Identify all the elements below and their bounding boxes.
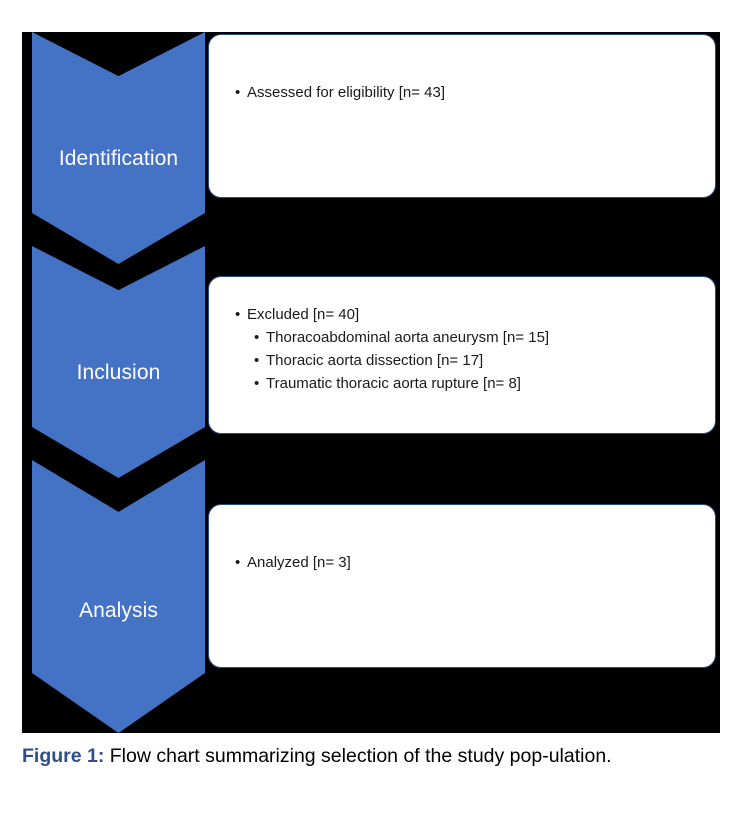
stage-label: Inclusion: [76, 361, 161, 385]
bullet-icon: •: [254, 375, 260, 392]
stage-row: Identification • Assessed for eligibility…: [22, 32, 720, 264]
list-item: • Excluded [n= 40]: [209, 303, 715, 326]
stage-label: Analysis: [79, 598, 158, 622]
stage-card-identification: • Assessed for eligibility [n= 43]: [208, 34, 716, 198]
list-item: • Thoracoabdominal aorta aneurysm [n= 15]: [209, 326, 715, 349]
list-item-text: Analyzed [n= 3]: [247, 554, 351, 571]
bullet-list: • Excluded [n= 40] • Thoracoabdominal aort…: [209, 277, 715, 395]
figure-area: Identification • Assessed for eligibility…: [22, 32, 720, 733]
bullet-icon: •: [254, 352, 260, 369]
stage-row: Analysis • Analyzed [n= 3]: [22, 460, 720, 733]
list-item: • Thoracic aorta dissection [n= 17]: [209, 349, 715, 372]
list-item-text: Thoracic aorta dissection [n= 17]: [266, 352, 484, 369]
figure-caption-text: Flow chart summarizing selection of the …: [104, 745, 612, 767]
list-item-text: Traumatic thoracic aorta rupture [n= 8]: [266, 375, 521, 392]
stage-chevron-inclusion: Inclusion: [32, 246, 205, 478]
bullet-list: • Analyzed [n= 3]: [209, 505, 715, 574]
figure-caption: Figure 1: Flow chart summarizing selecti…: [22, 742, 722, 771]
stage-label: Identification: [58, 147, 179, 171]
stage-card-inclusion: • Excluded [n= 40] • Thoracoabdominal aort…: [208, 276, 716, 434]
bullet-icon: •: [235, 306, 241, 323]
stage-chevron-analysis: Analysis: [32, 460, 205, 733]
figure-caption-label: Figure 1:: [22, 745, 105, 767]
bullet-icon: •: [254, 329, 260, 346]
list-item-text: Assessed for eligibility [n= 43]: [247, 84, 446, 101]
list-item: • Analyzed [n= 3]: [209, 551, 715, 574]
stage-chevron-identification: Identification: [32, 32, 205, 264]
list-item: • Traumatic thoracic aorta rupture [n= 8]: [209, 372, 715, 395]
bullet-list: • Assessed for eligibility [n= 43]: [209, 35, 715, 104]
list-item-text: Thoracoabdominal aorta aneurysm [n= 15]: [266, 329, 550, 346]
stage-card-analysis: • Analyzed [n= 3]: [208, 504, 716, 668]
list-item-text: Excluded [n= 40]: [247, 306, 360, 323]
stage-row: Inclusion • Excluded [n= 40] • Thoracoabdo…: [22, 246, 720, 478]
list-item: • Assessed for eligibility [n= 43]: [209, 81, 715, 104]
bullet-icon: •: [235, 84, 241, 101]
bullet-icon: •: [235, 554, 241, 571]
